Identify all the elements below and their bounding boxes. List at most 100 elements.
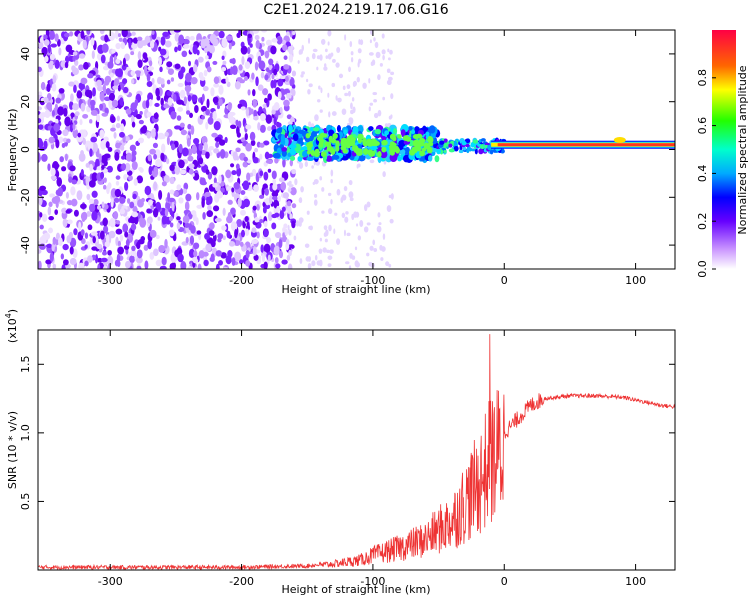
heatmap-cell: [298, 129, 305, 134]
heatmap-cell: [78, 152, 86, 162]
heatmap-cell: [73, 84, 77, 94]
heatmap-cell: [112, 211, 119, 220]
heatmap-cell: [188, 168, 194, 175]
heatmap-cell: [54, 209, 59, 215]
heatmap-cell: [268, 64, 273, 70]
heatmap-cell: [189, 112, 193, 118]
heatmap-cell: [388, 263, 392, 268]
heatmap-cell: [327, 263, 332, 267]
heatmap-cell: [161, 143, 166, 154]
heatmap-cell: [246, 46, 251, 55]
heatmap-cell: [38, 152, 41, 163]
heatmap-cell: [263, 243, 271, 254]
heatmap-cell: [238, 259, 244, 265]
heatmap-cell: [178, 143, 183, 154]
heatmap-cell: [474, 148, 478, 155]
heatmap-cell: [272, 178, 277, 184]
heatmap-cell: [336, 125, 341, 133]
heatmap-cell: [230, 124, 237, 129]
heatmap-cell: [216, 190, 224, 199]
heatmap-cell: [311, 53, 316, 60]
heatmap-cell: [158, 56, 162, 67]
heatmap-cell: [254, 34, 260, 41]
heatmap-cell: [318, 248, 323, 254]
heatmap-cell: [188, 163, 195, 169]
heatmap-cell: [320, 87, 323, 94]
heatmap-cell: [45, 243, 53, 248]
heatmap-cell: [331, 82, 336, 88]
heatmap-cell: [181, 147, 189, 157]
heatmap-cell: [280, 133, 286, 143]
heatmap-cell: [115, 122, 121, 129]
heatmap-cell: [356, 76, 360, 83]
heatmap-cell: [344, 34, 347, 41]
heatmap-cell: [231, 257, 236, 266]
heatmap-cell: [261, 186, 265, 197]
heatmap-cell: [128, 217, 133, 223]
heatmap-cell: [107, 182, 112, 190]
snr-series: [38, 334, 675, 570]
heatmap-cell: [286, 92, 291, 99]
heatmap-cell: [348, 265, 352, 269]
heatmap-cell: [245, 249, 250, 259]
heatmap-cell: [82, 39, 87, 49]
heatmap-cell: [220, 187, 225, 193]
heatmap-cell: [275, 122, 282, 128]
heatmap-cell: [321, 187, 325, 192]
heatmap-cell: [257, 122, 261, 131]
heatmap-cell: [256, 204, 260, 210]
heatmap-cell: [280, 95, 286, 101]
heatmap-cell: [372, 239, 376, 246]
heatmap-cell: [330, 178, 333, 184]
heatmap-cell: [436, 148, 441, 155]
heatmap-cell: [266, 153, 274, 158]
heatmap-cell: [306, 56, 310, 63]
heatmap-cell: [73, 209, 79, 217]
heatmap-cell: [264, 188, 269, 196]
heatmap-cell: [82, 129, 87, 138]
y-tick-label: 0.5: [19, 493, 32, 511]
heatmap-cell: [169, 176, 175, 185]
heatmap-cell: [251, 227, 257, 234]
heatmap-cell: [235, 119, 239, 127]
heatmap-cell: [345, 211, 349, 215]
heatmap-cell: [213, 76, 220, 84]
heatmap-cell: [117, 240, 121, 247]
heatmap-cell: [174, 125, 181, 130]
heatmap-cell: [60, 253, 65, 260]
heatmap-cell: [297, 60, 300, 64]
heatmap-cell: [395, 147, 400, 154]
heatmap-cell: [414, 141, 422, 149]
heatmap-cell: [155, 234, 160, 240]
heatmap-cell: [116, 253, 121, 263]
heatmap-cell: [103, 177, 107, 183]
heatmap-cell: [281, 206, 286, 212]
heatmap-cell: [171, 201, 175, 212]
heatmap-cell: [41, 46, 48, 56]
heatmap-cell: [306, 156, 315, 162]
heatmap-cell: [427, 155, 433, 162]
heatmap-cell: [377, 74, 381, 81]
heatmap-cell: [170, 143, 176, 151]
heatmap-cell: [136, 36, 143, 41]
heatmap-cell: [123, 174, 128, 181]
heatmap-cell: [111, 99, 119, 108]
heatmap-cell: [205, 151, 210, 159]
heatmap-cell: [244, 61, 251, 69]
heatmap-cell: [180, 261, 187, 269]
heatmap-cell: [59, 156, 64, 163]
heatmap-cell: [102, 251, 107, 256]
heatmap-cell: [289, 159, 294, 167]
heatmap-cell: [288, 184, 294, 188]
heatmap-cell: [188, 223, 193, 231]
heatmap-cell: [166, 90, 173, 97]
heatmap-cell: [108, 92, 115, 101]
heatmap-cell: [101, 112, 109, 117]
heatmap-cell: [231, 187, 235, 193]
heatmap-cell: [46, 83, 51, 92]
heatmap-cell: [99, 104, 103, 111]
heatmap-cell: [110, 115, 116, 124]
heatmap-cell: [89, 99, 96, 107]
